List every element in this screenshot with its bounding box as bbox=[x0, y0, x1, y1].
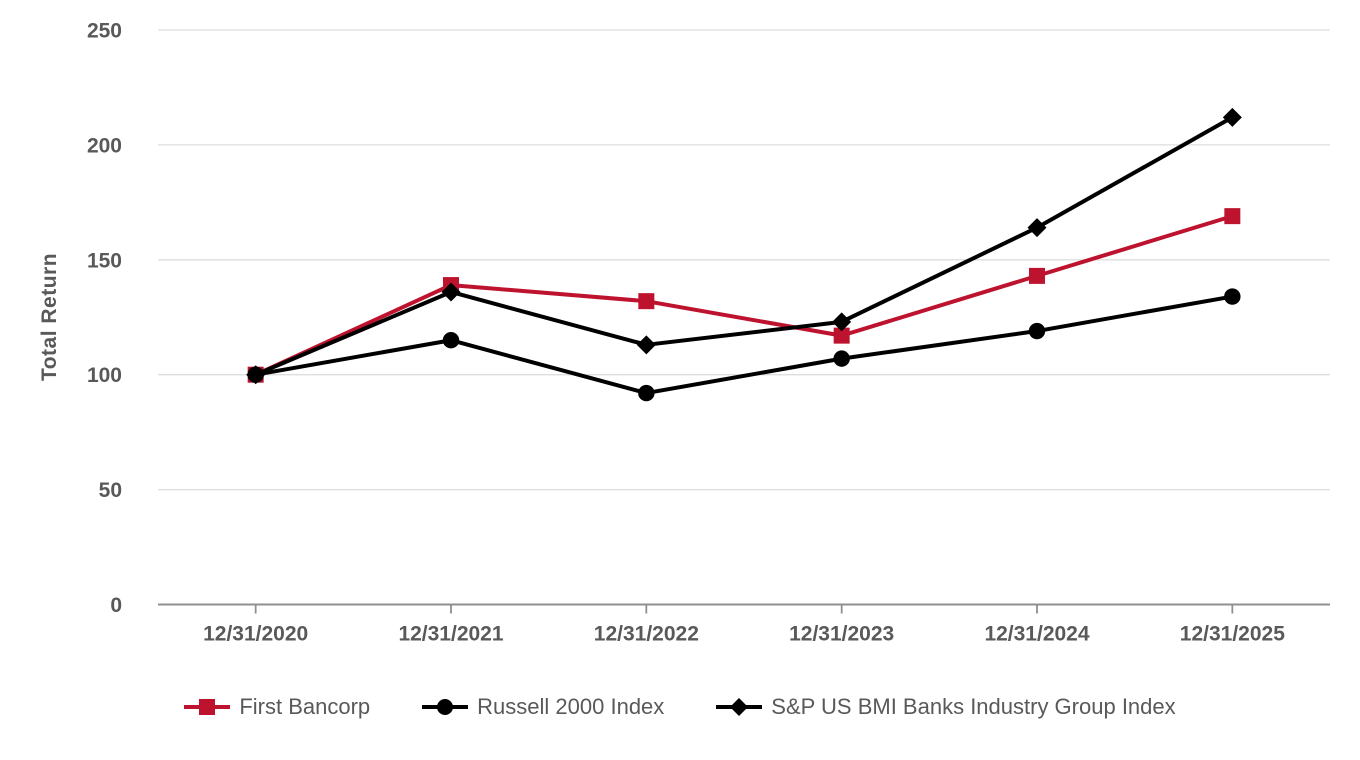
legend-marker-circle-icon bbox=[422, 699, 469, 715]
chart-legend: First Bancorp Russell 2000 Index S&P US BM… bbox=[0, 686, 1360, 728]
y-axis-title: Total Return bbox=[38, 252, 61, 382]
marker-square-icon bbox=[1029, 267, 1045, 284]
series-line-russell-2000-index bbox=[253, 294, 1235, 396]
marker-diamond-icon bbox=[441, 282, 461, 302]
legend-label: First Bancorp bbox=[239, 694, 371, 719]
y-tick-label: 150 bbox=[87, 249, 122, 272]
x-tick-label: 12/31/2022 bbox=[594, 623, 699, 646]
marker-diamond-icon bbox=[636, 335, 656, 355]
marker-circle-icon bbox=[1028, 322, 1046, 340]
legend-item-s-p-us-bmi-banks-industry-group-index: S&P US BMI Banks Industry Group Index bbox=[716, 694, 1176, 720]
legend-marker-square-icon bbox=[184, 699, 231, 715]
series-line-s-p-us-bmi-banks-industry-group-index bbox=[253, 115, 1235, 377]
y-tick-label: 250 bbox=[87, 20, 122, 43]
legend-marker-diamond-icon bbox=[716, 698, 763, 716]
marker-circle-icon bbox=[247, 366, 264, 383]
marker-diamond-icon bbox=[1027, 218, 1047, 238]
marker-diamond-icon bbox=[832, 312, 852, 332]
series-line-first-bancorp bbox=[253, 214, 1235, 377]
marker-circle-icon bbox=[833, 350, 850, 367]
legend-item-russell-2000-index: Russell 2000 Index bbox=[422, 694, 664, 720]
marker-circle-icon bbox=[638, 384, 655, 402]
x-tick-label: 12/31/2021 bbox=[398, 623, 503, 646]
legend-label: S&P US BMI Banks Industry Group Index bbox=[771, 694, 1176, 719]
y-tick-label: 100 bbox=[87, 364, 122, 387]
marker-diamond-icon bbox=[1222, 107, 1242, 127]
x-tick-label: 12/31/2020 bbox=[203, 623, 308, 646]
x-tick-label: 12/31/2025 bbox=[1180, 623, 1285, 646]
marker-circle-icon bbox=[442, 332, 460, 349]
line-chart-canvas: 0 50 100 150 200 250 12/31/2020 12/31/2021 12/31… bbox=[87, 20, 1330, 646]
marker-square-icon bbox=[1224, 208, 1241, 225]
x-tick-label: 12/31/2023 bbox=[789, 623, 894, 646]
marker-circle-icon bbox=[1224, 288, 1241, 305]
legend-label: Russell 2000 Index bbox=[477, 694, 665, 719]
y-tick-label: 0 bbox=[110, 594, 122, 617]
legend-item-first-bancorp: First Bancorp bbox=[184, 694, 370, 720]
marker-square-icon bbox=[833, 327, 850, 344]
marker-square-icon bbox=[638, 293, 655, 310]
x-tick-label: 12/31/2024 bbox=[984, 623, 1089, 646]
y-tick-label: 50 bbox=[99, 479, 122, 502]
y-tick-label: 200 bbox=[87, 134, 122, 157]
